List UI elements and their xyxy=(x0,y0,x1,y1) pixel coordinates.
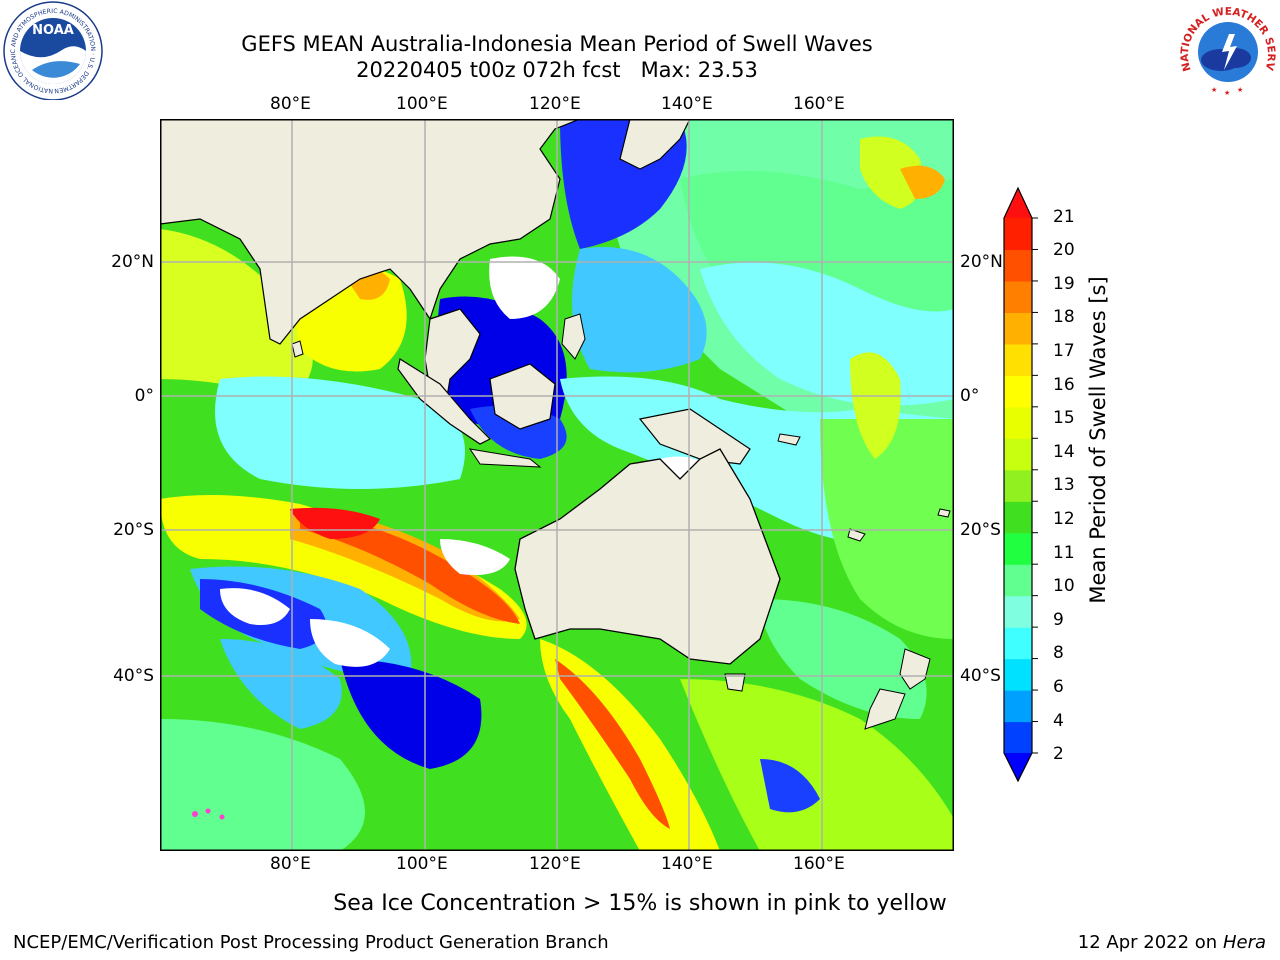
footer-date: 12 Apr 2022 on Hera xyxy=(1078,932,1266,954)
x-tick-top: 140°E xyxy=(661,94,713,114)
colorbar-segment xyxy=(1004,469,1032,502)
colorbar-segment xyxy=(1004,501,1032,534)
y-tick-right: 40°S xyxy=(960,666,1001,686)
colorbar-tick: 15 xyxy=(1053,408,1075,428)
y-tick-right: 0° xyxy=(960,386,980,406)
y-tick-left: 20°S xyxy=(113,520,154,540)
colorbar-segment xyxy=(1004,658,1032,691)
x-tick-bottom: 120°E xyxy=(529,854,581,874)
colorbar-under-triangle xyxy=(1004,753,1032,781)
noaa-logo: NOAA NATIONAL OCEANIC AND ATMOSPHERIC AD… xyxy=(2,0,103,100)
colorbar-segment xyxy=(1004,721,1032,754)
footer-host: Hera xyxy=(1222,932,1266,953)
x-tick-bottom: 140°E xyxy=(661,854,713,874)
x-tick-top: 160°E xyxy=(793,94,845,114)
land-australia xyxy=(514,448,781,665)
colorbar-segment xyxy=(1004,280,1032,314)
x-tick-bottom: 100°E xyxy=(396,854,448,874)
colorbar-tick: 20 xyxy=(1053,240,1075,260)
colorbar-tick: 19 xyxy=(1053,274,1075,294)
nws-logo: NATIONAL WEATHER SERVICE ★ ★ ★ xyxy=(1177,0,1277,100)
colorbar-tick: 16 xyxy=(1053,375,1075,395)
y-tick-left: 0° xyxy=(134,386,154,406)
colorbar-tick: 8 xyxy=(1053,643,1064,663)
colorbar-tick: 10 xyxy=(1053,576,1075,596)
colorbar-label: Mean Period of Swell Waves [s] xyxy=(1086,276,1110,604)
colorbar-segment xyxy=(1004,690,1032,723)
swell-period-map xyxy=(160,119,954,851)
footer-date-text: 12 Apr 2022 on xyxy=(1077,932,1218,953)
colorbar-segment xyxy=(1004,627,1032,660)
colorbar-tick: 13 xyxy=(1053,475,1075,495)
colorbar-segment xyxy=(1004,375,1032,408)
colorbar-segment xyxy=(1004,406,1032,439)
footer-credit: NCEP/EMC/Verification Post Processing Pr… xyxy=(13,932,609,953)
colorbar-tick: 18 xyxy=(1053,307,1075,327)
colorbar-segment xyxy=(1004,595,1032,628)
svg-text:★: ★ xyxy=(1224,89,1230,97)
land-new-guinea xyxy=(638,408,751,465)
svg-text:★: ★ xyxy=(1237,86,1243,94)
svg-text:NOAA: NOAA xyxy=(32,23,74,38)
colorbar-tick: 12 xyxy=(1053,509,1075,529)
colorbar-tick: 4 xyxy=(1053,711,1064,731)
x-tick-top: 120°E xyxy=(529,94,581,114)
map-gridlines xyxy=(160,119,954,851)
map-frame xyxy=(160,119,954,851)
colorbar-tick: 9 xyxy=(1053,610,1064,630)
colorbar-over-triangle xyxy=(1004,188,1032,218)
sea-ice-note: Sea Ice Concentration > 15% is shown in … xyxy=(333,891,947,916)
x-tick-bottom: 80°E xyxy=(270,854,311,874)
colorbar-tick: 14 xyxy=(1053,442,1075,462)
colorbar-segment xyxy=(1004,438,1032,471)
y-tick-right: 20°S xyxy=(960,520,1001,540)
y-tick-left: 40°S xyxy=(113,666,154,686)
colorbar-tick: 6 xyxy=(1053,677,1064,697)
x-tick-bottom: 160°E xyxy=(793,854,845,874)
x-tick-top: 100°E xyxy=(396,94,448,114)
colorbar-tick: 17 xyxy=(1053,341,1075,361)
colorbar-segment xyxy=(1004,218,1032,251)
chart-subtitle: 20220405 t00z 072h fcst Max: 23.53 xyxy=(356,58,758,82)
colorbar-segment xyxy=(1004,312,1032,345)
chart-title: GEFS MEAN Australia-Indonesia Mean Perio… xyxy=(241,32,873,56)
svg-text:★: ★ xyxy=(1211,86,1217,94)
colorbar-tick: 2 xyxy=(1053,744,1064,764)
land-asia xyxy=(160,119,581,345)
colorbar-segment xyxy=(1004,343,1032,376)
colorbar xyxy=(1003,186,1038,783)
colorbar-segment xyxy=(1004,249,1032,282)
colorbar-segment xyxy=(1004,532,1032,565)
y-tick-right: 20°N xyxy=(960,252,1003,272)
y-tick-left: 20°N xyxy=(111,252,154,272)
colorbar-tick: 21 xyxy=(1053,207,1075,227)
x-tick-top: 80°E xyxy=(270,94,311,114)
colorbar-tick: 11 xyxy=(1053,543,1075,563)
colorbar-segment xyxy=(1004,564,1032,597)
